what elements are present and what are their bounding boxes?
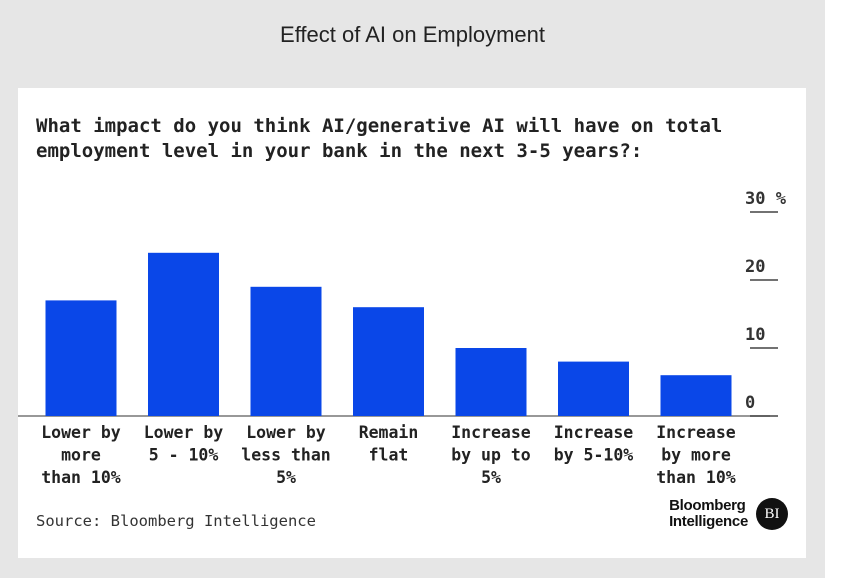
bar — [148, 252, 219, 416]
x-category-label: more — [61, 446, 101, 465]
y-tick-label: 10 — [745, 325, 765, 345]
y-tick-label: 30 % — [745, 189, 787, 209]
x-category-label: Increase — [451, 423, 531, 442]
chart-frame: Effect of AI on Employment 0 10 20 30 % Lowe… — [0, 0, 825, 578]
bar — [660, 375, 732, 416]
bi-badge-icon: BI — [756, 498, 788, 530]
x-category-label: than 10% — [41, 468, 121, 487]
x-category-label: less than — [241, 446, 330, 465]
chart-title: What impact do you think AI/generative A… — [36, 115, 723, 162]
y-tick-label: 20 — [745, 257, 765, 277]
bar — [45, 300, 117, 416]
bloomberg-intelligence-logo: Bloomberg Intelligence BI — [669, 498, 788, 530]
x-category-label: Increase — [656, 423, 736, 442]
bar — [558, 361, 629, 416]
x-category-label: flat — [369, 446, 409, 465]
x-category-label: by more — [661, 446, 731, 465]
bar-chart: 0 10 20 30 % Lower by more than 10% Lower by 5 -… — [18, 189, 787, 487]
x-category-label: 5 - 10% — [149, 446, 219, 465]
logo-text: Bloomberg Intelligence — [669, 498, 748, 530]
x-category-label: than 10% — [656, 468, 736, 487]
source-note: Source: Bloomberg Intelligence — [36, 512, 316, 530]
x-category-label: 5% — [481, 468, 501, 487]
page-title: Effect of AI on Employment — [280, 22, 545, 47]
x-category-label: Remain — [359, 423, 419, 442]
chart-card: 0 10 20 30 % Lower by more than 10% Lower by 5 -… — [18, 88, 806, 558]
y-tick-label: 0 — [745, 393, 755, 413]
x-category-label: by up to — [451, 446, 531, 465]
x-category-label: 5% — [276, 468, 296, 487]
bar — [455, 348, 527, 416]
logo-line-1: Bloomberg — [669, 497, 746, 514]
bar — [250, 286, 322, 416]
bar — [353, 307, 424, 416]
logo-line-2: Intelligence — [669, 513, 748, 530]
x-category-label: Lower by — [144, 423, 224, 442]
x-category-label: Lower by — [41, 423, 121, 442]
x-category-label: by 5-10% — [554, 446, 634, 465]
x-category-label: Lower by — [246, 423, 326, 442]
x-category-label: Increase — [554, 423, 634, 442]
